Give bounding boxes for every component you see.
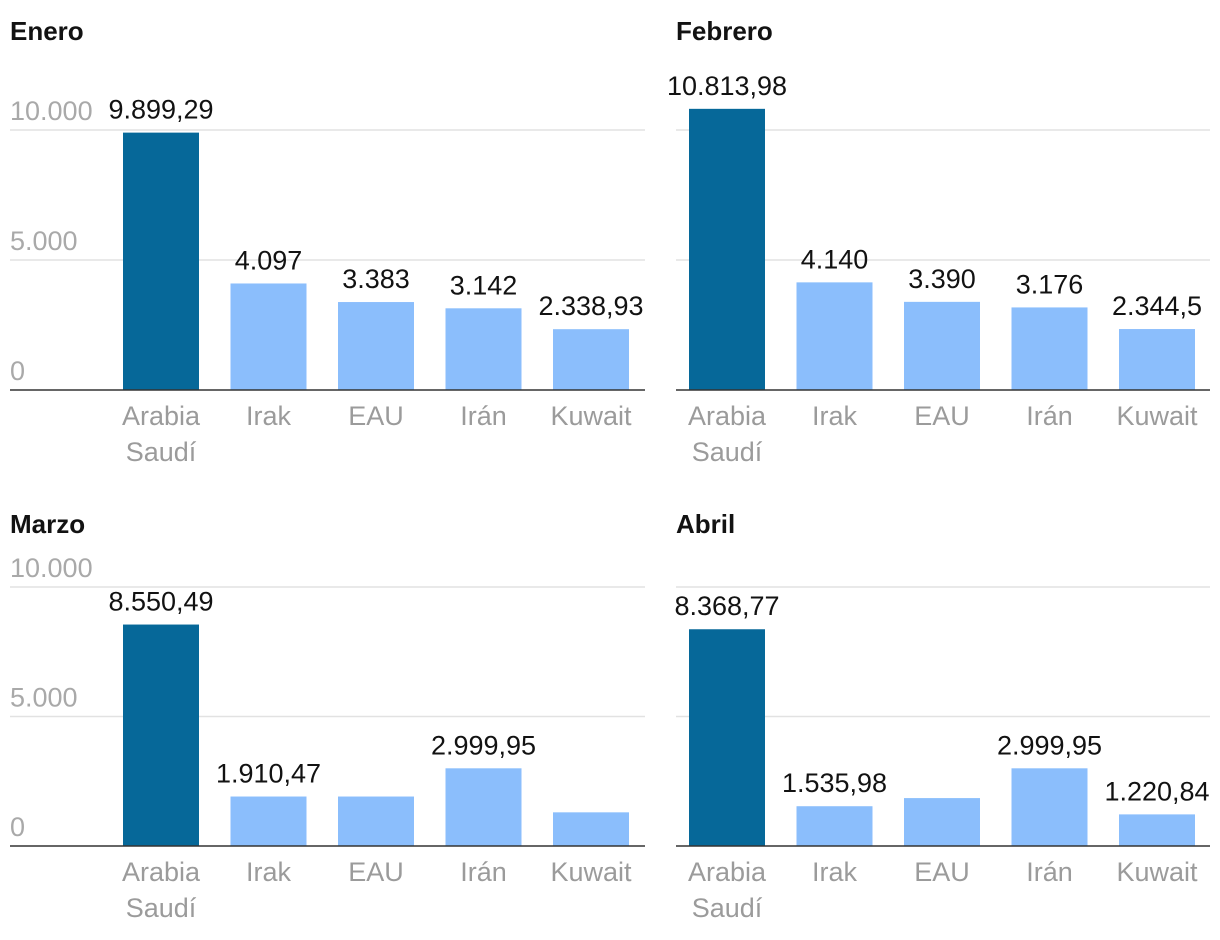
data-label: 10.813,98 [667, 71, 787, 101]
data-label: 3.142 [450, 270, 518, 300]
bar [1011, 307, 1088, 390]
x-tick-label: Kuwait [550, 401, 632, 431]
bar [904, 798, 980, 846]
x-tick-label: Irak [246, 401, 292, 431]
bar [796, 806, 873, 846]
x-tick-label: Kuwait [1116, 401, 1198, 431]
x-tick-label: EAU [914, 401, 970, 431]
x-tick-label: Irak [812, 857, 858, 887]
x-tick-label: Arabia [688, 401, 767, 431]
data-label: 1.910,47 [216, 759, 321, 789]
bar [689, 108, 765, 390]
data-label: 3.383 [342, 264, 410, 294]
bar [338, 796, 414, 846]
y-tick-label: 5.000 [10, 226, 78, 256]
data-label: 1.535,98 [782, 768, 887, 798]
y-tick-label: 0 [10, 356, 25, 386]
data-label: 2.338,93 [538, 291, 643, 321]
x-tick-label: Arabia [122, 857, 201, 887]
data-label: 2.999,95 [431, 730, 536, 760]
x-tick-label: EAU [914, 857, 970, 887]
data-label: 9.899,29 [108, 95, 213, 125]
x-tick-label: Saudí [692, 437, 763, 467]
panel-title: Abril [676, 509, 735, 539]
bar [445, 768, 522, 846]
bar [904, 301, 980, 390]
y-tick-label: 5.000 [10, 683, 78, 713]
y-tick-label: 10.000 [10, 553, 93, 583]
bar [230, 796, 307, 846]
x-tick-label: Kuwait [550, 857, 632, 887]
bar [553, 812, 629, 846]
data-label: 4.097 [235, 245, 303, 275]
data-label: 2.999,95 [997, 730, 1102, 760]
data-label: 4.140 [801, 244, 869, 274]
x-tick-label: Saudí [692, 893, 763, 923]
x-tick-label: Irán [460, 401, 507, 431]
data-label: 3.390 [908, 264, 976, 294]
bar [445, 308, 522, 390]
x-tick-label: Irak [246, 857, 292, 887]
y-tick-label: 10.000 [10, 96, 93, 126]
bar [553, 329, 629, 390]
x-tick-label: Arabia [122, 401, 201, 431]
x-tick-label: Kuwait [1116, 857, 1198, 887]
bar [123, 624, 199, 846]
bar [123, 132, 199, 390]
bar [1011, 768, 1088, 846]
bar [1119, 329, 1195, 390]
data-label: 8.550,49 [108, 587, 213, 617]
bar [689, 629, 765, 846]
panel-title: Enero [10, 16, 84, 46]
x-tick-label: Irak [812, 401, 858, 431]
bar [796, 282, 873, 390]
x-tick-label: Irán [460, 857, 507, 887]
x-tick-label: EAU [348, 857, 404, 887]
x-tick-label: Arabia [688, 857, 767, 887]
bar [1119, 814, 1195, 846]
x-tick-label: Irán [1026, 857, 1073, 887]
data-label: 1.220,84 [1104, 776, 1209, 806]
x-tick-label: Saudí [126, 437, 197, 467]
bar [338, 302, 414, 390]
bar [230, 283, 307, 390]
x-tick-label: Saudí [126, 893, 197, 923]
x-tick-label: Irán [1026, 401, 1073, 431]
data-label: 3.176 [1016, 269, 1084, 299]
panel-title: Febrero [676, 16, 773, 46]
y-tick-label: 0 [10, 812, 25, 842]
data-label: 2.344,5 [1112, 291, 1202, 321]
x-tick-label: EAU [348, 401, 404, 431]
data-label: 8.368,77 [674, 591, 779, 621]
panel-title: Marzo [10, 509, 85, 539]
